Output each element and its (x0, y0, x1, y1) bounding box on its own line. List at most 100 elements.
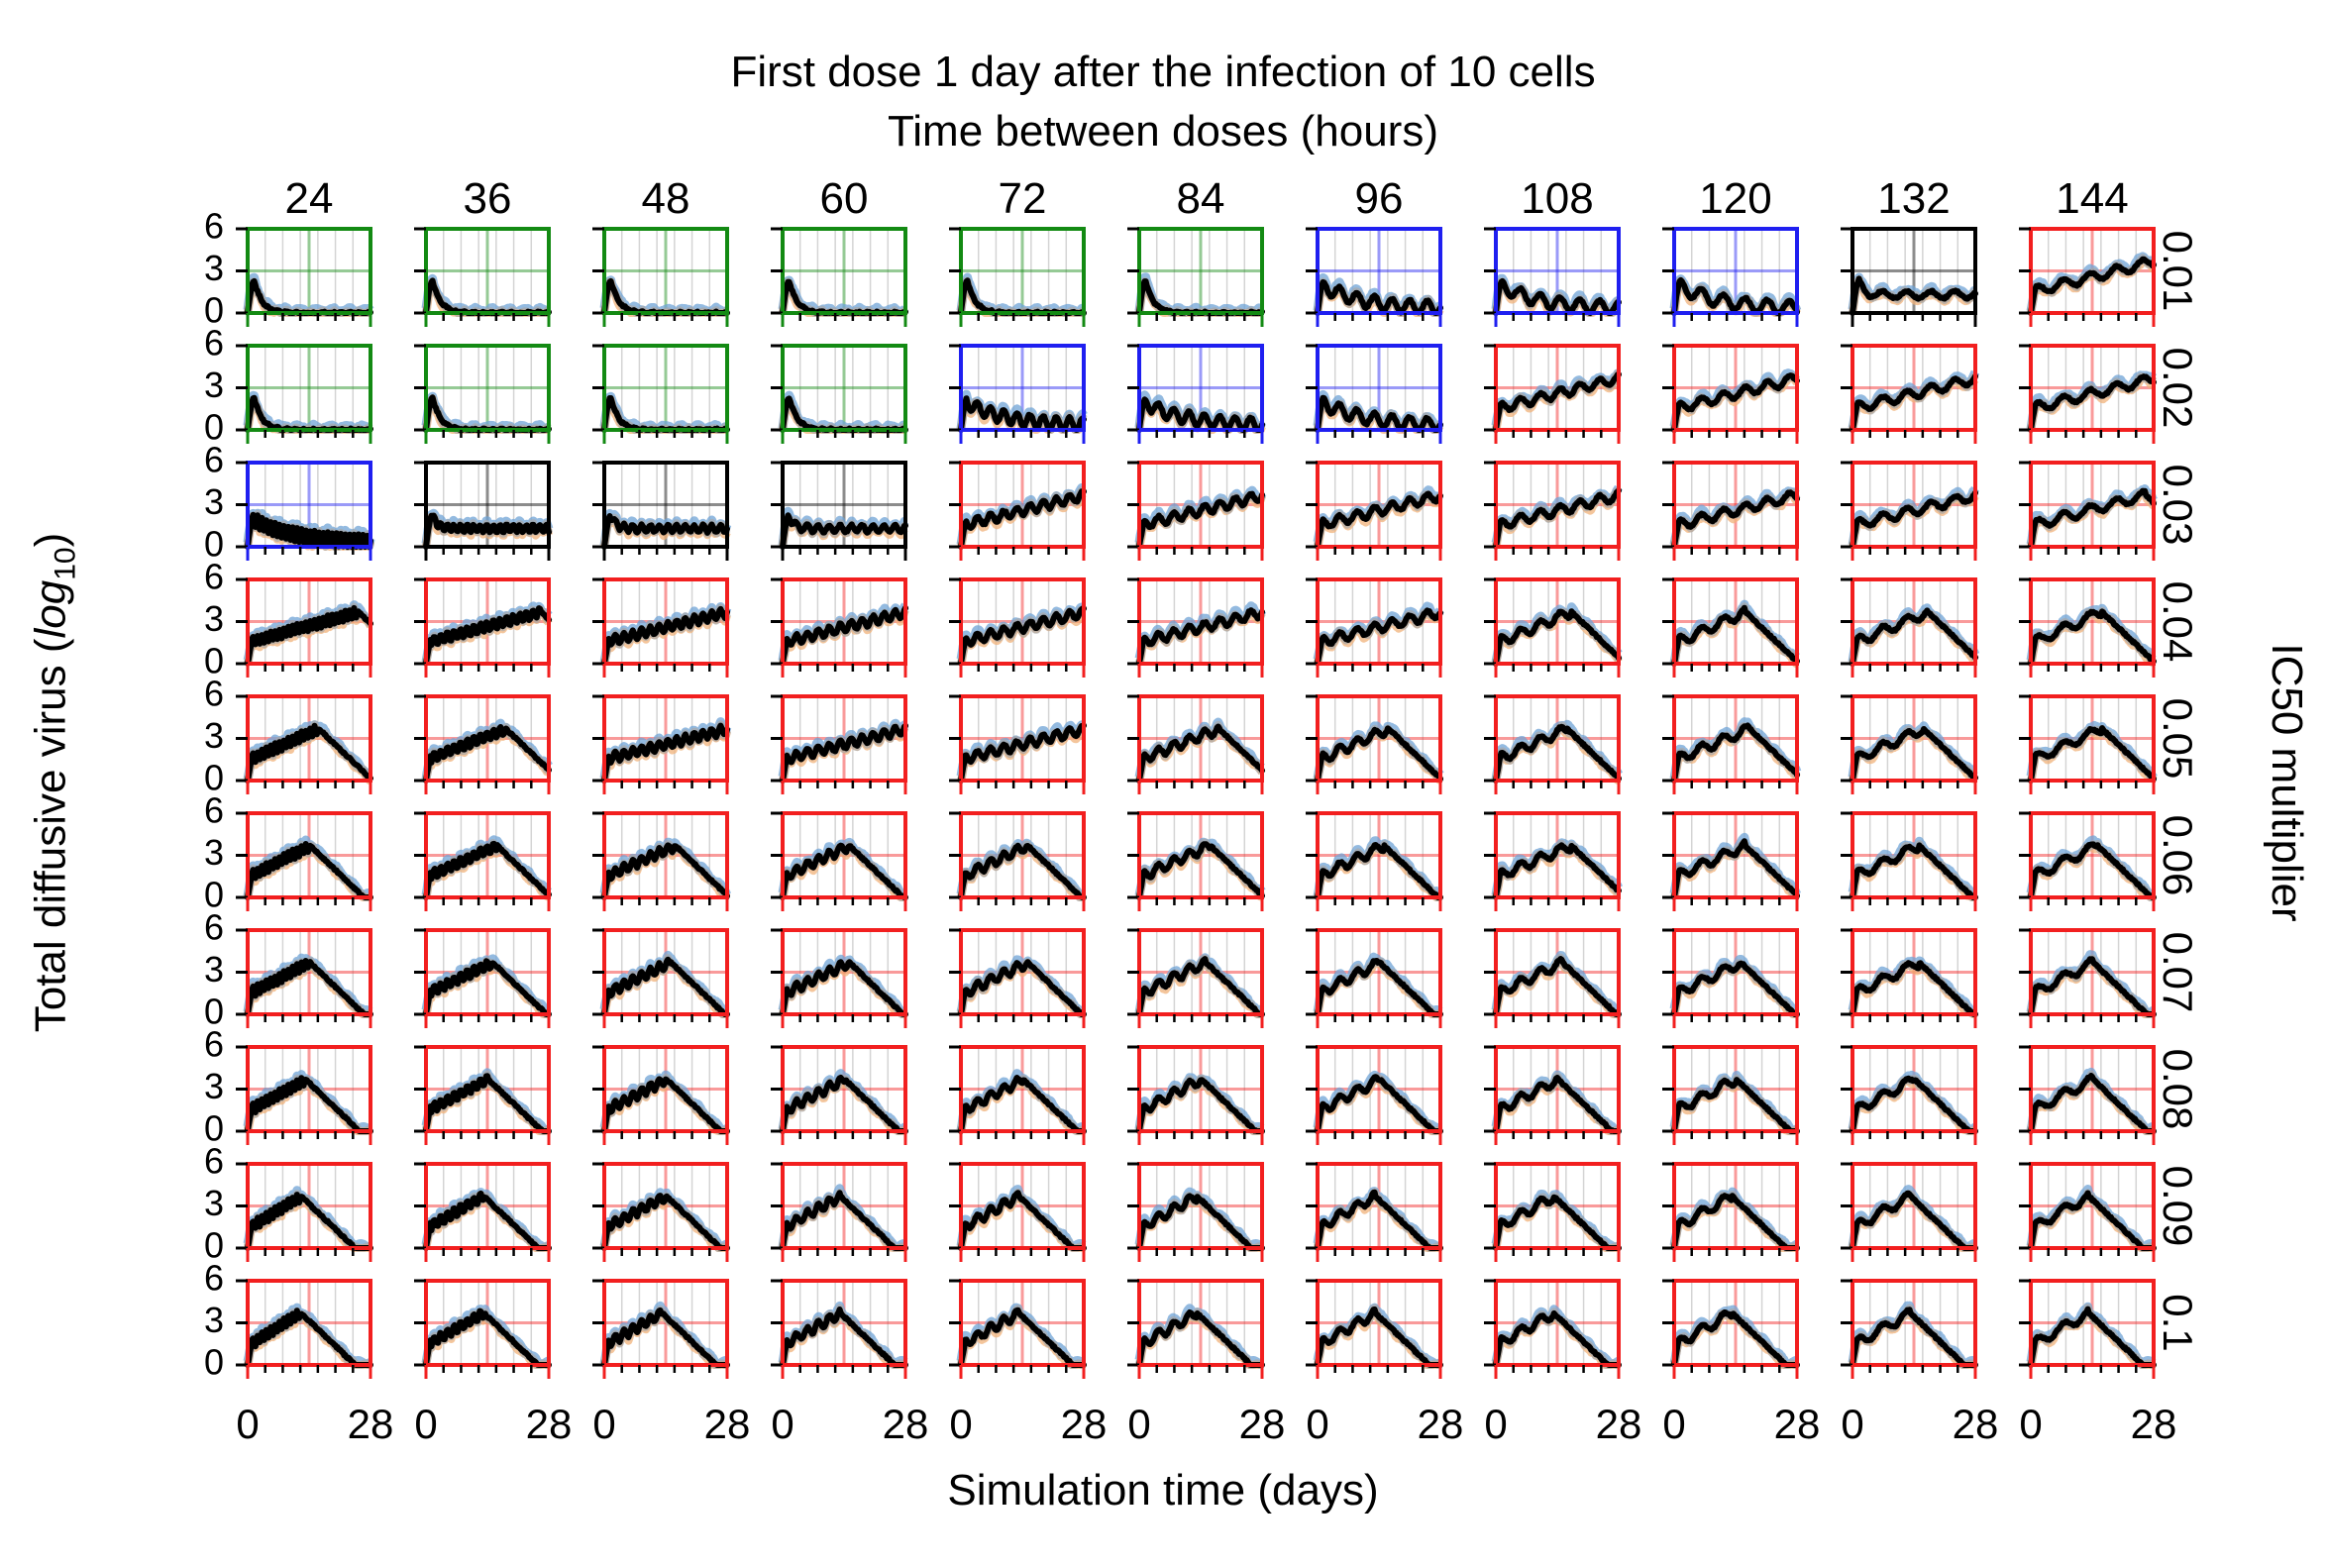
panel-grid (236, 227, 2158, 1379)
panel-r3-c10 (2019, 577, 2158, 678)
x-tick-label: 0 (1127, 1401, 1150, 1447)
panel-r5-c8 (1662, 811, 1802, 911)
mean-series-line (601, 842, 730, 900)
mean-series-line (1136, 956, 1265, 1017)
panel-r2-c3 (771, 461, 909, 561)
y-tick-label: 0 (204, 1225, 224, 1266)
x-tick-label: 28 (1953, 1401, 1999, 1447)
panel-r6-c0 (236, 928, 374, 1028)
column-header: 36 (464, 174, 512, 223)
y-tick-label: 6 (204, 206, 224, 247)
row-label: 0.08 (2155, 1049, 2201, 1130)
panel-r0-c7 (1484, 227, 1623, 327)
mean-series-line (601, 722, 730, 784)
x-tick-label: 28 (526, 1401, 573, 1447)
mean-series-line (601, 1307, 730, 1368)
mean-series-line (1671, 960, 1800, 1017)
mean-series-line (1850, 726, 1978, 784)
x-tick-label: 28 (1596, 1401, 1642, 1447)
column-header: 108 (1521, 174, 1593, 223)
panel-r0-c9 (1841, 227, 1979, 327)
panel-r7-c0 (236, 1045, 374, 1145)
mean-series-line (423, 1307, 552, 1368)
panel-r4-c3 (771, 694, 909, 794)
panel-r3-c3 (771, 577, 909, 678)
mean-series-line (245, 958, 373, 1017)
mean-series-line (1671, 1193, 1800, 1251)
mean-series-line (2028, 373, 2157, 433)
panel-r3-c4 (949, 577, 1088, 678)
panel-r3-c5 (1127, 577, 1267, 678)
y-axis-label-prefix: Total diffusive virus ( (26, 638, 75, 1033)
panel-r6-c6 (1306, 928, 1444, 1028)
panel-r7-c9 (1841, 1045, 1979, 1145)
panel-r6-c3 (771, 928, 909, 1028)
panel-r3-c1 (414, 577, 553, 678)
panel-r9-c8 (1662, 1279, 1801, 1379)
panel-r6-c9 (1841, 928, 1979, 1028)
row-label: 0.07 (2155, 932, 2201, 1013)
chart-title-line-1: First dose 1 day after the infection of … (730, 48, 1596, 96)
y-tick-label: 0 (204, 758, 224, 798)
panel-r2-c2 (592, 461, 732, 561)
mean-series-line (423, 605, 552, 667)
mean-series-line (1315, 1074, 1443, 1134)
panel-r0-c5 (1127, 227, 1266, 327)
mean-series-line (1850, 960, 1978, 1017)
mean-series-line (780, 959, 908, 1017)
mean-series-line (1315, 1189, 1443, 1251)
mean-series-line (2028, 956, 2157, 1017)
panel-r4-c10 (2019, 694, 2158, 794)
column-header: 96 (1355, 174, 1404, 223)
y-tick-label: 3 (204, 715, 224, 756)
mean-series-line (1315, 607, 1443, 667)
mean-series-line (1493, 1194, 1622, 1251)
panel-r8-c0 (236, 1162, 374, 1262)
panel-r9-c5 (1127, 1279, 1266, 1379)
mean-series-line (2028, 487, 2157, 550)
panel-r9-c7 (1484, 1279, 1623, 1379)
row-label: 0.01 (2155, 231, 2201, 312)
x-tick-label: 0 (414, 1401, 437, 1447)
y-tick-label: 3 (204, 365, 224, 405)
panel-r5-c3 (771, 811, 909, 911)
y-axis-label-log: log (26, 579, 75, 639)
mean-series-line (1493, 1309, 1622, 1368)
panel-r5-c9 (1841, 811, 1979, 911)
panel-r9-c10 (2019, 1279, 2158, 1379)
panel-r4-c4 (949, 694, 1088, 794)
row-label: 0.05 (2155, 698, 2201, 780)
y-tick-label: 0 (204, 1342, 224, 1383)
panel-r6-c10 (2019, 928, 2158, 1028)
panel-r7-c6 (1306, 1045, 1444, 1145)
panel-r1-c7 (1484, 344, 1623, 444)
row-label: 0.06 (2155, 815, 2201, 896)
panel-r8-c5 (1127, 1162, 1266, 1262)
y-tick-label: 3 (204, 248, 224, 288)
mean-series-line (1136, 607, 1265, 667)
row-label: 0.1 (2155, 1294, 2201, 1351)
panel-r0-c0 (236, 227, 374, 327)
y-tick-label: 6 (204, 557, 224, 597)
mean-series-line (423, 958, 552, 1017)
mean-series-line (245, 841, 373, 900)
panel-r7-c5 (1127, 1045, 1266, 1145)
mean-series-line (245, 604, 373, 667)
column-header: 144 (2056, 174, 2128, 223)
y-axis-label-suffix: ) (26, 532, 75, 548)
mean-series-line (423, 1190, 552, 1251)
mean-series-line (780, 842, 908, 900)
mean-series-line (958, 1190, 1087, 1251)
mean-series-line (1493, 371, 1622, 433)
panel-r1-c8 (1662, 344, 1801, 444)
panel-r9-c1 (414, 1279, 553, 1379)
y-tick-label: 3 (204, 1300, 224, 1340)
x-tick-label: 0 (1841, 1401, 1863, 1447)
panel-r4-c2 (592, 694, 732, 794)
panel-r7-c3 (771, 1045, 909, 1145)
panel-r0-c8 (1662, 227, 1802, 327)
panel-r4-c7 (1484, 694, 1623, 794)
y-tick-label: 3 (204, 598, 224, 639)
mean-series-line (601, 1076, 730, 1134)
mean-series-line (601, 513, 730, 550)
